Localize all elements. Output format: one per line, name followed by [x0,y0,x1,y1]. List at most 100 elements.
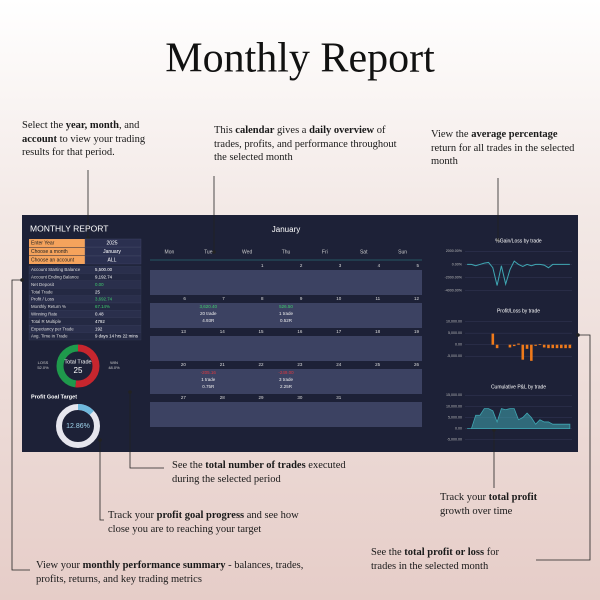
stat-label: Account Ending Balance [31,274,79,279]
date-number: 8 [261,296,264,301]
day-r: 2.25R [280,384,293,389]
bar [547,344,550,349]
annotation: Select the year, month, and account to v… [22,120,146,158]
date-number: 9 [300,296,303,301]
connectors [11,170,591,571]
month-title: January [272,225,300,234]
day-profit: -205.16 [201,370,217,375]
y-tick-label: 0.00% [452,262,463,266]
input-label-bg [29,239,85,247]
bar [551,344,555,349]
bar [525,344,529,349]
chart-title: Profit/Loss by trade [497,308,540,314]
date-number: 25 [375,362,381,367]
area [467,408,571,430]
goal-progress [56,404,100,448]
input-label-bg [29,247,85,256]
input-label: Enter Year [31,241,55,247]
y-tick-label: -5,000.00 [447,354,462,358]
connector [536,334,591,561]
stat-label: Monthly Return % [31,304,66,309]
chart-title: %Gain/Loss by trade [495,238,542,244]
date-number: 24 [336,362,342,367]
stat-value: 9 days 14 hrs 22 mins [95,334,139,339]
bar [512,344,516,347]
input-value: 2025 [106,241,117,247]
date-number: 4 [378,263,381,268]
donut-slice [56,344,100,388]
week-block [150,402,422,427]
bar [534,344,537,346]
date-number: 29 [259,395,265,400]
day-profit: 526.50 [279,304,293,309]
week-block [150,336,422,361]
annotation: Track your profit goal progress and see … [108,510,299,535]
y-tick-label: 15,000.00 [446,393,462,397]
y-tick-label: 5,000.00 [448,415,462,419]
y-tick-label: 10,000.00 [446,404,462,408]
bar [564,344,567,349]
donut-legend: LOSS [38,360,49,365]
dot [98,438,102,442]
day-profit: -249.00 [278,370,294,375]
donut-value-label: 48.0% [108,365,120,370]
date-number: 5 [416,263,419,268]
day-r: 4.93R [202,318,215,323]
annotation: View your monthly performance summary - … [36,560,304,585]
annotation: See the total number of trades executed … [172,460,346,485]
chart-title: Cumulative P&L by trade [491,384,546,390]
y-tick-label: 10,000.00 [446,320,462,324]
stat-value: 4792 [95,319,105,324]
date-number: 10 [336,296,342,301]
date-number: 11 [375,296,380,301]
stat-value: 192 [95,326,103,331]
y-tick-label: 5,000.00 [448,331,462,335]
page-title: Monthly Report [165,36,435,82]
annotation: See the total profit or loss for trades … [371,547,499,572]
stat-label: Avg. Time in Trade [31,334,68,339]
stat-row [28,332,142,341]
date-number: 27 [181,395,187,400]
week-block [150,303,422,328]
bar [491,333,495,345]
date-number: 23 [297,362,303,367]
weekday: Sat [360,249,368,255]
y-tick-label: 0.00 [455,343,462,347]
goal-label: 12.86% [66,423,90,430]
annotation: This calendar gives a daily overview of … [214,125,397,163]
date-number: 17 [336,329,342,334]
bar [517,343,520,345]
dot [496,238,500,242]
week-block [150,369,422,394]
bar [521,344,525,360]
goal-title: Profit Goal Target [31,394,77,400]
weekday: Sun [398,249,407,255]
connector [11,279,30,571]
y-tick-label: -5,000.00 [447,438,462,442]
date-number: 2 [300,263,303,268]
stat-label: Total Trade [31,289,53,294]
date-number: 12 [414,296,420,301]
bar [560,344,563,349]
date-number: 6 [183,296,186,301]
dot [212,250,216,254]
day-r: 0.52R [280,318,293,323]
input-label-bg [29,256,85,264]
stat-value: 9,192.74 [95,274,113,279]
input-value-bg [84,238,142,248]
y-tick-label: -2000.00% [445,276,463,280]
weekday: Wed [242,249,252,255]
date-number: 21 [220,362,226,367]
connector [99,440,104,521]
stat-value: 3,692.74 [95,297,113,302]
stat-label: Expectancy per Trade [31,326,74,331]
input-label: Choose a month [31,249,68,255]
date-number: 22 [259,362,265,367]
input-label: Choose an account [31,258,75,264]
bar [542,344,546,348]
date-number: 26 [414,362,420,367]
y-tick-label: -4000.00% [445,289,463,293]
weekday: Mon [165,249,175,255]
donut-value-label: 52.0% [37,365,49,370]
date-number: 30 [297,395,303,400]
